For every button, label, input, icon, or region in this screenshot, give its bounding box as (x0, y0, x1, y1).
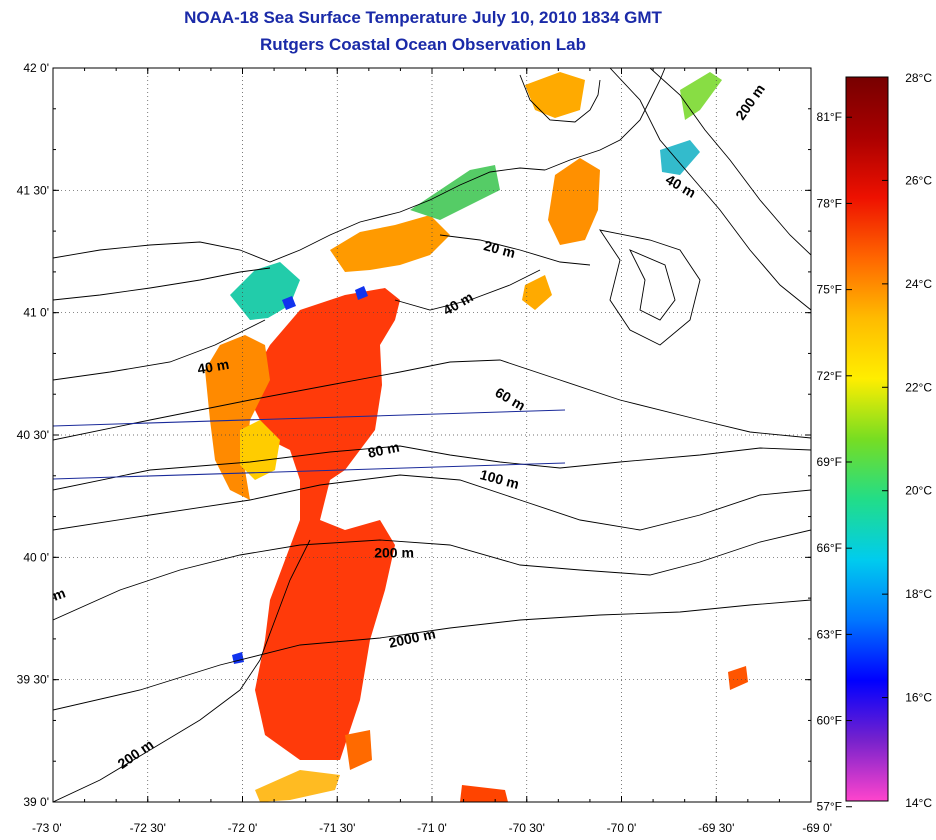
lat-tick-label: 39 0' (23, 795, 49, 809)
lat-tick-label: 39 30' (17, 673, 49, 687)
contour-shoals-2 (629, 249, 676, 321)
sst-patch-outer (680, 72, 722, 120)
celsius-tick-label: 26°C (905, 173, 932, 187)
colorbar-ticks: 28°C 26°C 24°C 22°C 20°C 18°C 16°C 14°C 81°F 78°F… (817, 71, 933, 814)
lat-tick-label: 41 30' (17, 183, 49, 197)
contour-label: 200 m (374, 544, 414, 560)
lat-tick-label: 40 30' (17, 428, 49, 442)
coastline-long-island (53, 267, 271, 301)
coastline-ny-ct (53, 167, 546, 263)
lon-tick-label: -71 30' (319, 821, 355, 835)
lon-tick-label: -70 0' (607, 821, 637, 835)
sst-patch-outer-2 (660, 140, 700, 175)
lon-tick-label: -71 0' (417, 821, 447, 835)
fahrenheit-tick-label: 60°F (817, 714, 842, 728)
coastline-ri-ma (544, 68, 666, 171)
contour-label: 40 m (663, 171, 699, 201)
lon-tick-label: -69 0' (802, 821, 832, 835)
contour-100m (53, 474, 811, 531)
fahrenheit-tick-label: 66°F (817, 541, 842, 555)
sst-patch-east (728, 666, 748, 690)
fahrenheit-tick-label: 63°F (817, 627, 842, 641)
sst-patch-south-2 (460, 785, 508, 802)
contour-label: 200 m (732, 81, 768, 123)
sst-patch-cool-west (230, 262, 300, 320)
sst-patch-south (345, 730, 372, 770)
contour-40m-main (394, 269, 541, 311)
lat-tick-label: 42 0' (23, 61, 49, 75)
fahrenheit-tick-label: 72°F (817, 369, 842, 383)
fahrenheit-tick-label: 75°F (817, 283, 842, 297)
fahrenheit-tick-label: 81°F (817, 110, 842, 124)
lon-tick-label: -73 0' (32, 821, 62, 835)
lon-tick-label: -72 30' (130, 821, 166, 835)
bathymetry-contours (53, 68, 811, 802)
contour-60m (53, 359, 811, 441)
sst-patch-sound (330, 215, 450, 272)
map-grid (52, 67, 812, 803)
map-title: NOAA-18 Sea Surface Temperature July 10,… (184, 8, 662, 27)
contour-gom (609, 68, 811, 311)
contour-40m-west (53, 319, 266, 381)
sst-patch-capecod (525, 72, 585, 118)
contour-label: 2000 m (387, 625, 437, 651)
colorbar (845, 76, 889, 802)
celsius-tick-label: 28°C (905, 71, 932, 85)
transect-north (52, 409, 566, 427)
celsius-tick-label: 16°C (905, 691, 932, 705)
celsius-tick-label: 18°C (905, 587, 932, 601)
sst-patch-vineyard (548, 158, 600, 245)
contour-label: 200 m (115, 736, 157, 772)
map-axes: -73 0' -72 30' -72 0' -71 30' -71 0' -70 30' -… (17, 61, 832, 835)
contour-gom-2 (649, 68, 811, 256)
celsius-tick-label: 20°C (905, 484, 932, 498)
contour-label: 40 m (196, 356, 230, 377)
lat-tick-label: 40 0' (23, 550, 49, 564)
celsius-tick-label: 22°C (905, 380, 932, 394)
coastline-capecod (519, 74, 601, 123)
contour-20m (439, 234, 591, 266)
lat-tick-label: 41 0' (23, 306, 49, 320)
lon-tick-label: -70 30' (509, 821, 545, 835)
sst-patch-small-1 (522, 275, 552, 310)
contour-200m-sw (53, 539, 311, 802)
contour-label: m (50, 585, 67, 604)
fahrenheit-tick-label: 57°F (817, 800, 842, 814)
sst-data-field (205, 72, 748, 802)
contour-label: 80 m (366, 439, 401, 461)
contour-label: 40 m (440, 289, 476, 319)
celsius-tick-label: 14°C (905, 796, 932, 810)
contour-80m (53, 445, 811, 491)
contour-shoals (599, 229, 701, 346)
sst-patch-west (205, 335, 270, 500)
lon-tick-label: -69 30' (698, 821, 734, 835)
transect-south (52, 462, 566, 480)
fahrenheit-tick-label: 69°F (817, 455, 842, 469)
sst-patch-main (250, 288, 400, 760)
map-subtitle: Rutgers Coastal Ocean Observation Lab (260, 35, 586, 54)
transect-lines (52, 409, 566, 480)
contour-2000m (53, 599, 811, 711)
contour-200m (53, 529, 811, 621)
celsius-tick-label: 24°C (905, 277, 932, 291)
lon-tick-label: -72 0' (228, 821, 258, 835)
contour-label: 60 m (492, 384, 528, 414)
sst-patch-green-sound (410, 165, 500, 220)
sst-patch-southwest (255, 770, 340, 802)
fahrenheit-tick-label: 78°F (817, 196, 842, 210)
contour-label: 20 m (482, 237, 517, 261)
